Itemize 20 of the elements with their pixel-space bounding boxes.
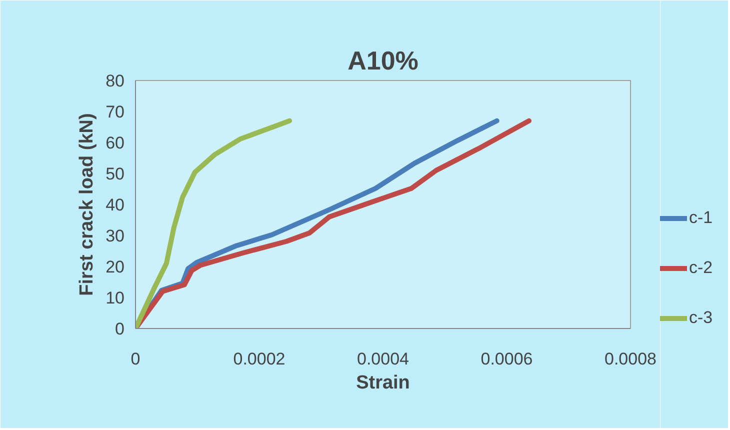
legend-label: c-1 — [689, 208, 713, 228]
y-tick-label: 40 — [106, 196, 125, 214]
y-tick-label: 0 — [115, 320, 125, 338]
y-axis-title: First crack load (kN) — [76, 113, 98, 296]
x-tick-label: 0.0008 — [604, 350, 656, 368]
x-axis-title: Strain — [356, 372, 410, 394]
legend-label: c-2 — [689, 258, 713, 278]
y-tick-label: 30 — [106, 226, 125, 246]
x-tick-label: 0.0002 — [233, 350, 286, 368]
x-tick-label: 0 — [130, 350, 140, 368]
x-tick-label: 0.0004 — [357, 350, 409, 368]
y-tick-label: 50 — [106, 164, 125, 184]
y-tick-label: 10 — [106, 288, 125, 308]
y-tick-label: 70 — [106, 102, 125, 122]
y-tick-label: 60 — [106, 134, 125, 152]
x-tick-label: 0.0006 — [480, 350, 533, 368]
y-tick-label: 80 — [106, 72, 125, 90]
y-tick-label: 20 — [106, 258, 125, 276]
chart-title: A10% — [348, 46, 418, 76]
legend-label: c-3 — [689, 308, 713, 328]
